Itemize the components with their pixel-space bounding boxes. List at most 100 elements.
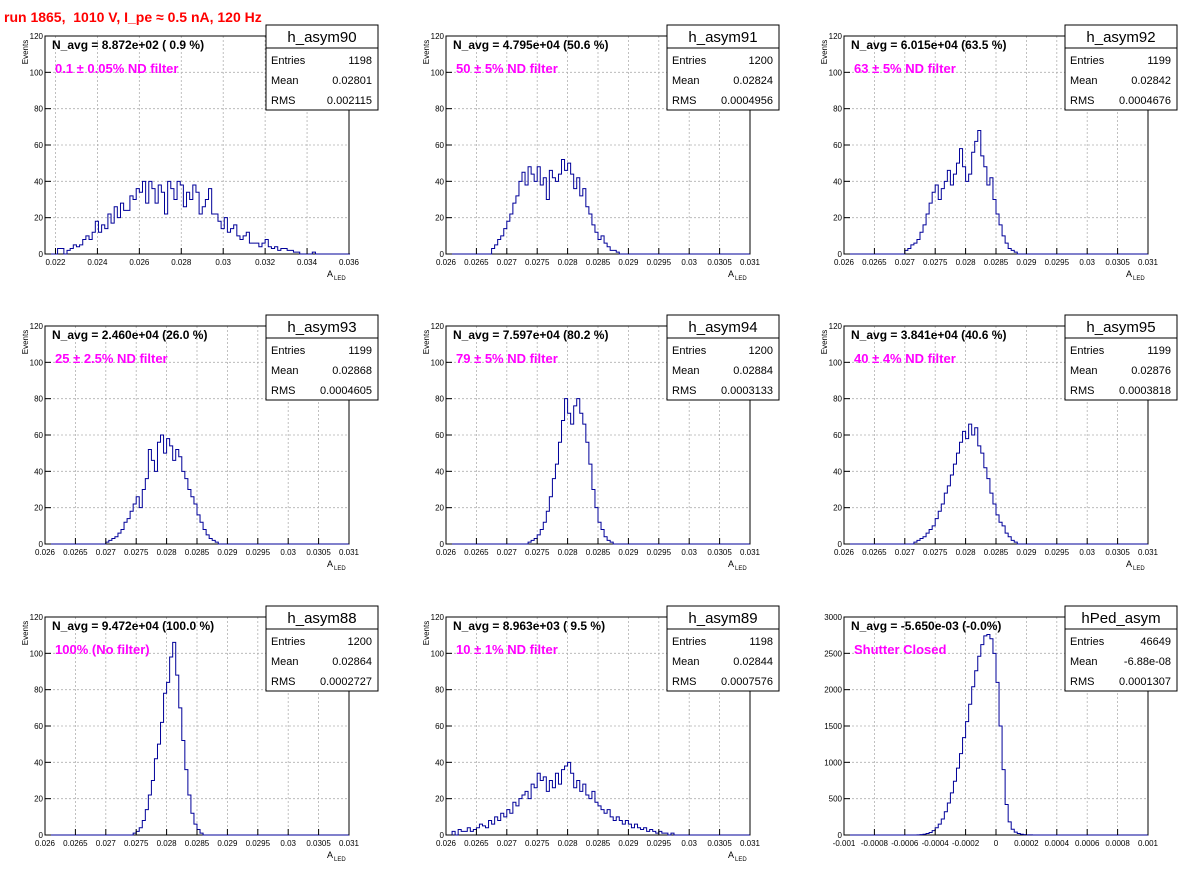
y-tick-label: 0 — [838, 540, 843, 549]
stats-value: 0.0004676 — [1119, 95, 1171, 107]
y-tick-label: 40 — [34, 177, 43, 186]
navg-label: N_avg = 2.460e+04 (26.0 %) — [52, 328, 207, 342]
histogram-line — [45, 180, 351, 255]
x-axis-title-subscript: LED — [1133, 566, 1145, 572]
filter-annotation: 40 ± 4% ND filter — [854, 351, 956, 366]
y-tick-label: 60 — [833, 141, 842, 150]
y-tick-label: 80 — [833, 105, 842, 114]
stats-histogram-name: h_asym90 — [287, 29, 356, 46]
x-axis-title-subscript: LED — [1133, 276, 1145, 282]
x-tick-label: 0.028 — [171, 258, 192, 267]
x-tick-label: 0.029 — [618, 548, 639, 557]
y-tick-label: 120 — [829, 32, 843, 41]
x-tick-label: 0.0285 — [586, 258, 611, 267]
x-tick-label: 0.022 — [45, 258, 66, 267]
x-tick-label: 0.028 — [558, 839, 579, 848]
x-tick-label: 0.0002 — [1014, 839, 1039, 848]
x-axis-title-subscript: LED — [735, 276, 747, 282]
x-tick-label: 0.027 — [96, 839, 117, 848]
x-tick-label: 0.029 — [618, 258, 639, 267]
stats-value: 0.02868 — [332, 365, 372, 377]
x-tick-label: 0.0265 — [862, 548, 887, 557]
stats-histogram-name: h_asym89 — [688, 610, 757, 627]
y-tick-label: 120 — [829, 322, 843, 331]
x-tick-label: 0.0285 — [984, 548, 1009, 557]
x-tick-label: 0.03 — [681, 839, 697, 848]
stats-label: Entries — [1070, 55, 1105, 67]
stats-value: 0.02801 — [332, 75, 372, 87]
y-tick-label: 60 — [34, 141, 43, 150]
x-tick-label: 0.0305 — [1105, 548, 1130, 557]
y-tick-label: 0 — [440, 540, 445, 549]
x-tick-label: 0.03 — [681, 548, 697, 557]
histogram-panel-h_asym89: 0.026 0.0265 0.027 0.0275 0.028 0.0285 0.029 0.… — [422, 605, 780, 863]
stats-label: Mean — [1070, 365, 1098, 377]
x-tick-label: 0.0285 — [586, 548, 611, 557]
x-tick-label: 0.029 — [1016, 258, 1037, 267]
stats-box — [1064, 24, 1178, 111]
y-tick-label: 80 — [435, 105, 444, 114]
y-tick-label: 0 — [39, 540, 44, 549]
navg-label: N_avg = 6.015e+04 (63.5 %) — [851, 38, 1006, 52]
stats-label: Entries — [672, 55, 707, 67]
x-tick-label: 0.026 — [129, 258, 150, 267]
histogram-panel-h_asym92: 0.026 0.0265 0.027 0.0275 0.028 0.0285 0.029 0.… — [820, 24, 1178, 282]
histogram-panel-h_asym88: 0.026 0.0265 0.027 0.0275 0.028 0.0285 0.029 0.… — [21, 605, 379, 863]
stats-label: RMS — [672, 676, 696, 688]
x-tick-label: -0.001 — [833, 839, 856, 848]
x-tick-label: 0.031 — [740, 258, 761, 267]
x-tick-label: 0.028 — [956, 548, 977, 557]
stats-box — [1064, 605, 1178, 692]
filter-annotation: 63 ± 5% ND filter — [854, 61, 956, 76]
x-tick-label: 0.0275 — [525, 548, 550, 557]
y-tick-label: 500 — [829, 795, 843, 804]
stats-label: Mean — [672, 365, 700, 377]
x-tick-label: 0.0006 — [1075, 839, 1100, 848]
navg-label: N_avg = 9.472e+04 (100.0 %) — [52, 619, 214, 633]
x-axis-title-subscript: LED — [334, 857, 346, 863]
x-tick-label: 0.0295 — [246, 548, 271, 557]
y-tick-label: 60 — [833, 431, 842, 440]
stats-box — [666, 314, 780, 401]
stats-histogram-name: h_asym92 — [1086, 29, 1155, 46]
stats-value: 1200 — [749, 55, 773, 67]
stats-box — [265, 314, 379, 401]
y-axis-title: Events — [422, 621, 431, 645]
y-tick-label: 1500 — [824, 722, 842, 731]
x-tick-label: 0.027 — [895, 548, 916, 557]
histogram-panel-h_asym90: 0.022 0.024 0.026 0.028 0.03 0.032 0.034 0.036 0… — [21, 24, 379, 282]
y-tick-label: 80 — [34, 686, 43, 695]
stats-value: 1198 — [348, 55, 372, 67]
navg-label: N_avg = 3.841e+04 (40.6 %) — [851, 328, 1006, 342]
y-axis-title: Events — [21, 40, 30, 64]
histogram-panel-h_asym94: 0.026 0.0265 0.027 0.0275 0.028 0.0285 0.029 0.… — [422, 314, 780, 572]
x-tick-label: 0.028 — [956, 258, 977, 267]
y-tick-label: 0 — [838, 831, 843, 840]
y-tick-label: 20 — [435, 214, 444, 223]
x-tick-label: 0.026 — [35, 548, 56, 557]
stats-label: Entries — [271, 345, 306, 357]
stats-box — [666, 605, 780, 692]
y-tick-label: 40 — [34, 758, 43, 767]
y-axis-title: Events — [820, 40, 829, 64]
filter-annotation: 100% (No filter) — [55, 642, 150, 657]
histogram-line — [844, 129, 1148, 255]
x-tick-label: 0.0285 — [185, 839, 210, 848]
y-tick-label: 40 — [833, 467, 842, 476]
x-tick-label: 0.0265 — [464, 839, 489, 848]
y-tick-label: 0 — [440, 250, 445, 259]
histogram-panel-h_asym93: 0.026 0.0265 0.027 0.0275 0.028 0.0285 0.029 0.… — [21, 314, 379, 572]
stats-value: 0.02864 — [332, 656, 372, 668]
x-tick-label: 0.03 — [280, 548, 296, 557]
x-axis-title: A — [728, 269, 734, 279]
x-tick-label: 0.029 — [618, 839, 639, 848]
navg-label: N_avg = 8.963e+03 ( 9.5 %) — [453, 619, 605, 633]
stats-value: 0.02824 — [733, 75, 773, 87]
x-tick-label: 0.0265 — [63, 839, 88, 848]
y-tick-label: 2000 — [824, 686, 842, 695]
x-tick-label: 0.0295 — [1045, 258, 1070, 267]
x-tick-label: 0.031 — [740, 839, 761, 848]
x-tick-label: 0.0305 — [707, 839, 732, 848]
stats-histogram-name: h_asym91 — [688, 29, 757, 46]
navg-label: N_avg = 8.872e+02 ( 0.9 %) — [52, 38, 204, 52]
